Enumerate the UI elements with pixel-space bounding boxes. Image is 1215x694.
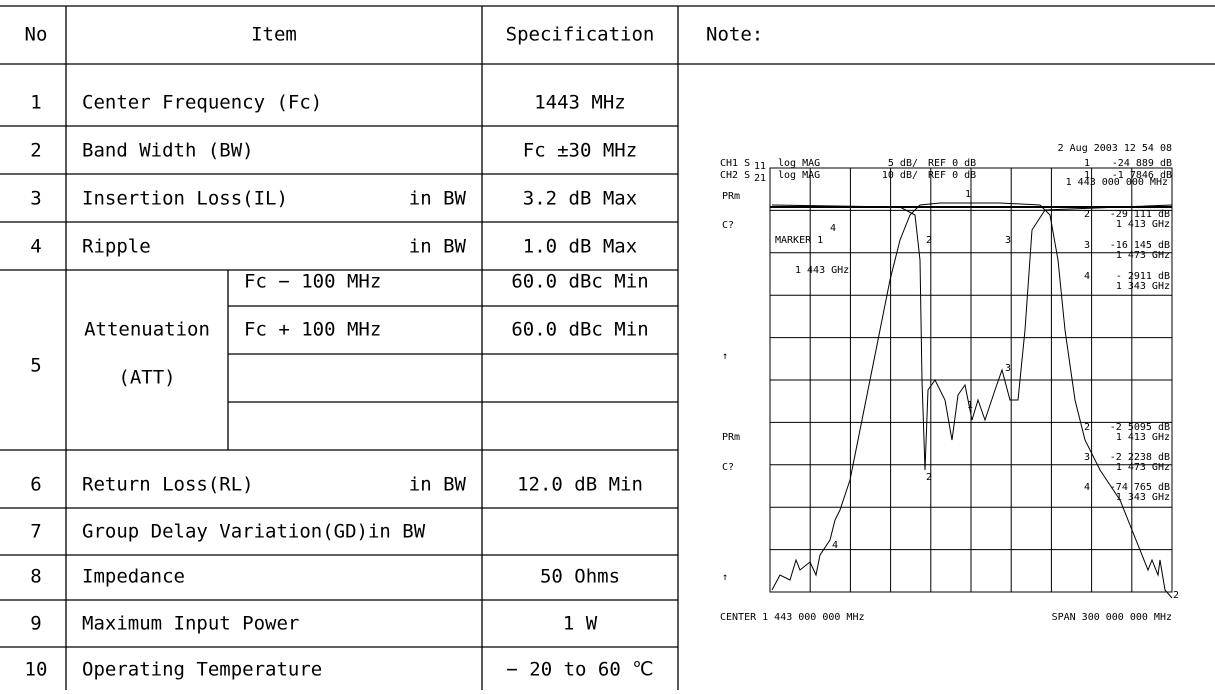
plot-grid [770, 168, 1172, 592]
row-item: Operating Temperature [82, 659, 322, 681]
channel-value: -1 7846 dB [1112, 170, 1172, 181]
channel-value: -24 889 dB [1112, 158, 1172, 169]
channel-scale: 10 dB/ [882, 170, 918, 181]
trace-marker: 1 [965, 189, 971, 200]
row-no: 3 [30, 188, 41, 210]
row-item: Return Loss(RL) [82, 474, 254, 496]
row-item: Group Delay Variation(GD)in BW [82, 521, 426, 543]
row-spec: 1.0 dB Max [523, 236, 637, 258]
row-qualifier: in BW [409, 236, 467, 258]
row-no: 4 [30, 236, 41, 258]
channel-marker: 1 [1084, 170, 1090, 181]
row-spec: 1 W [563, 613, 598, 635]
row-item: Impedance [82, 566, 185, 588]
side-label: C? [722, 220, 734, 231]
row-spec: 60.0 dBc Min [511, 319, 648, 341]
row-no: 6 [30, 474, 41, 496]
trace-marker: 4 [832, 540, 838, 551]
side-label: ↑ [722, 351, 728, 362]
side-label: PRm [722, 191, 740, 202]
marker-number: 2 [1084, 209, 1090, 220]
marker-freq: 1 473 GHz [1116, 250, 1170, 261]
channel-ref: REF 0 dB [928, 158, 976, 169]
side-label: ↑ [722, 572, 728, 583]
plot-date: 2 Aug 2003 12 54 08 [1058, 143, 1172, 154]
channel-label: CH1 S [720, 158, 750, 169]
channel-sub: 21 [754, 173, 766, 184]
channel-scale: 5 dB/ [888, 158, 918, 169]
row-condition: Fc + 100 MHz [244, 319, 381, 341]
row-spec: 12.0 dB Min [517, 474, 643, 496]
channel-ref: REF 0 dB [928, 170, 976, 181]
marker-freq: 1 343 GHz [1116, 281, 1170, 292]
header-spec: Specification [506, 24, 655, 46]
row-spec: − 20 to 60 ℃ [506, 659, 653, 681]
marker-value: -74 765 dB [1110, 482, 1170, 493]
header-item: Item [251, 24, 297, 46]
marker-freq: 1 443 000 000 MHz [1066, 177, 1168, 188]
channel-format: log MAG [778, 158, 820, 169]
row-no: 1 [30, 92, 41, 114]
side-label: C? [722, 462, 734, 473]
marker-freq: 1 413 GHz [1116, 219, 1170, 230]
plot-span: SPAN 300 000 000 MHz [1052, 612, 1172, 623]
marker-freq: 1 343 GHz [1116, 492, 1170, 503]
row-spec: 60.0 dBc Min [511, 271, 648, 293]
s21-trace [771, 202, 1173, 599]
trace-marker: 3 [1005, 363, 1011, 374]
trace-marker: 2 [926, 235, 932, 246]
marker-readout: 1 443 GHz [795, 265, 849, 276]
marker-title: MARKER 1 [775, 235, 823, 246]
header-note: Note: [706, 24, 763, 46]
s11-trace [771, 204, 1173, 471]
trace-marker: 1 [967, 400, 973, 411]
marker-number: 4 [1084, 482, 1090, 493]
row-spec: Fc ±30 MHz [523, 140, 637, 162]
row-item: Center Frequency (Fc) [82, 92, 322, 114]
marker-freq: 1 473 GHz [1116, 462, 1170, 473]
channel-marker: 1 [1084, 158, 1090, 169]
marker-value: -2 5095 dB [1110, 422, 1170, 433]
marker-number: 4 [1084, 271, 1090, 282]
marker-value: -2 2238 dB [1110, 452, 1170, 463]
trace-marker: 3 [1005, 235, 1011, 246]
row-no: 9 [30, 613, 41, 635]
channel-sub: 11 [754, 161, 766, 172]
channel-label: CH2 S [720, 170, 750, 181]
plot-center: CENTER 1 443 000 000 MHz [720, 612, 865, 623]
marker-number: 3 [1084, 240, 1090, 251]
row-item: Attenuation [84, 319, 210, 341]
trace-marker: 2 [926, 472, 932, 483]
channel-format: log MAG [778, 170, 820, 181]
marker-number: 2 [1084, 422, 1090, 433]
marker-value: -29 111 dB [1110, 209, 1170, 220]
marker-freq: 1 413 GHz [1116, 432, 1170, 443]
marker-value: - 2911 dB [1116, 271, 1170, 282]
row-no: 10 [25, 659, 48, 681]
trace-marker: 2 [1173, 590, 1179, 601]
row-qualifier: in BW [409, 474, 467, 496]
row-item: Maximum Input Power [82, 613, 299, 635]
row-spec: 1443 MHz [534, 92, 626, 114]
row-item: (ATT) [118, 367, 175, 389]
row-spec: 50 Ohms [540, 566, 620, 588]
row-no: 2 [30, 140, 41, 162]
side-label: PRm [722, 432, 740, 443]
row-spec: 3.2 dB Max [523, 188, 637, 210]
marker-value: -16 145 dB [1110, 240, 1170, 251]
row-item: Band Width (BW) [82, 140, 254, 162]
row-no: 8 [30, 566, 41, 588]
row-no: 5 [30, 355, 41, 377]
header-no: No [25, 24, 48, 46]
row-no: 7 [30, 521, 41, 543]
row-item: Insertion Loss(IL) [82, 188, 288, 210]
trace-marker: 4 [830, 223, 836, 234]
row-condition: Fc − 100 MHz [244, 271, 381, 293]
marker-number: 3 [1084, 452, 1090, 463]
row-item: Ripple [82, 236, 151, 258]
row-qualifier: in BW [409, 188, 467, 210]
